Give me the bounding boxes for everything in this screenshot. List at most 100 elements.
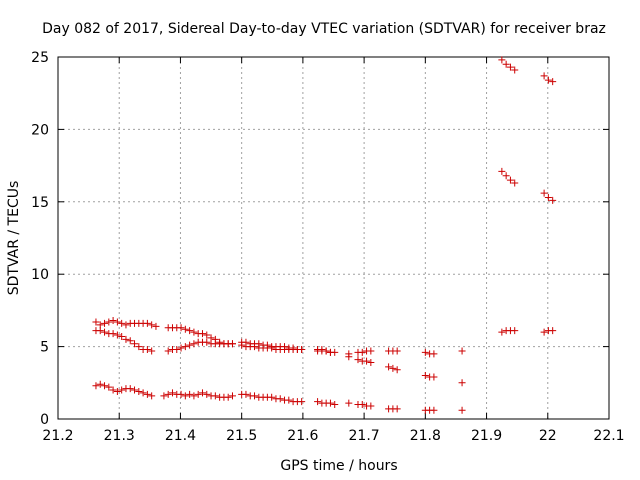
data-point [544,76,552,84]
data-point [314,398,322,406]
data-point [113,387,121,395]
data-point [458,379,466,387]
data-point [421,348,429,356]
y-tick-labels: 0 5 10 15 20 25 [31,50,49,428]
data-point [164,347,172,355]
data-point [177,344,185,352]
x-tick-label: 21.7 [349,428,380,444]
data-point [198,330,206,338]
series-sat-d [314,347,466,358]
data-point [203,331,211,339]
data-point [251,392,259,400]
y-tick-label: 5 [40,340,49,356]
data-point [345,399,353,407]
data-point [458,406,466,414]
data-point [181,392,189,400]
series-sat-h [498,167,557,204]
data-point [393,366,401,374]
data-point [96,380,104,388]
data-point [224,393,232,401]
data-point [139,389,147,397]
data-point [181,343,189,351]
data-point [242,338,250,346]
data-point [421,372,429,380]
data-point [367,402,375,410]
data-point [511,327,519,335]
data-point [363,357,371,365]
data-point [190,328,198,336]
data-point [511,66,519,74]
data-point [289,344,297,352]
series-sat-c [92,380,306,406]
data-point [92,318,100,326]
chart-title: Day 082 of 2017, Sidereal Day-to-day VTE… [42,21,606,37]
axis-ticks [57,56,610,420]
data-point [393,347,401,355]
data-point [354,356,362,364]
data-point [540,328,548,336]
data-point [135,387,143,395]
data-point [109,386,117,394]
data-point [101,328,109,336]
data-point [502,172,510,180]
data-point [168,389,176,397]
data-point [544,193,552,201]
data-point [549,78,557,86]
data-point [118,332,126,340]
data-point [101,319,109,327]
data-point [186,341,194,349]
data-point [358,401,366,409]
data-point [135,343,143,351]
data-point [358,348,366,356]
series-sat-e [314,345,466,387]
data-point [186,390,194,398]
data-point [198,389,206,397]
y-tick-label: 20 [31,122,49,138]
data-point [285,396,293,404]
y-tick-label: 25 [31,50,49,66]
data-point [255,340,263,348]
data-point [118,319,126,327]
x-tick-label: 22.1 [593,428,624,444]
data-point [331,401,339,409]
data-point [228,340,236,348]
data-point [113,318,121,326]
data-point [164,390,172,398]
data-point [326,399,334,407]
data-point [122,321,130,329]
data-point [506,63,514,71]
data-point [177,324,185,332]
y-axis-title: SDTVAR / TECUs [6,181,22,296]
data-point [540,189,548,197]
data-point [177,390,185,398]
data-point [458,347,466,355]
data-point [540,72,548,80]
x-tick-label: 21.5 [226,428,257,444]
y-tick-label: 15 [31,195,49,211]
grid-lines [58,57,609,419]
data-point [190,340,198,348]
data-point [148,392,156,400]
data-point [126,385,134,393]
data-point [367,359,375,367]
data-point [228,392,236,400]
data-point [152,322,160,330]
data-point [113,331,121,339]
plot-frame [57,56,610,420]
data-point [105,318,113,326]
data-point [298,345,306,353]
data-point [326,348,334,356]
series-sat-f [314,398,466,414]
data-point [143,390,151,398]
data-point [511,179,519,187]
data-point [190,392,198,400]
x-tick-label: 21.3 [104,428,135,444]
data-point [131,386,139,394]
data-point [181,325,189,333]
data-point [268,393,276,401]
data-point [242,390,250,398]
data-point [118,386,126,394]
data-point [549,196,557,204]
data-point [148,321,156,329]
